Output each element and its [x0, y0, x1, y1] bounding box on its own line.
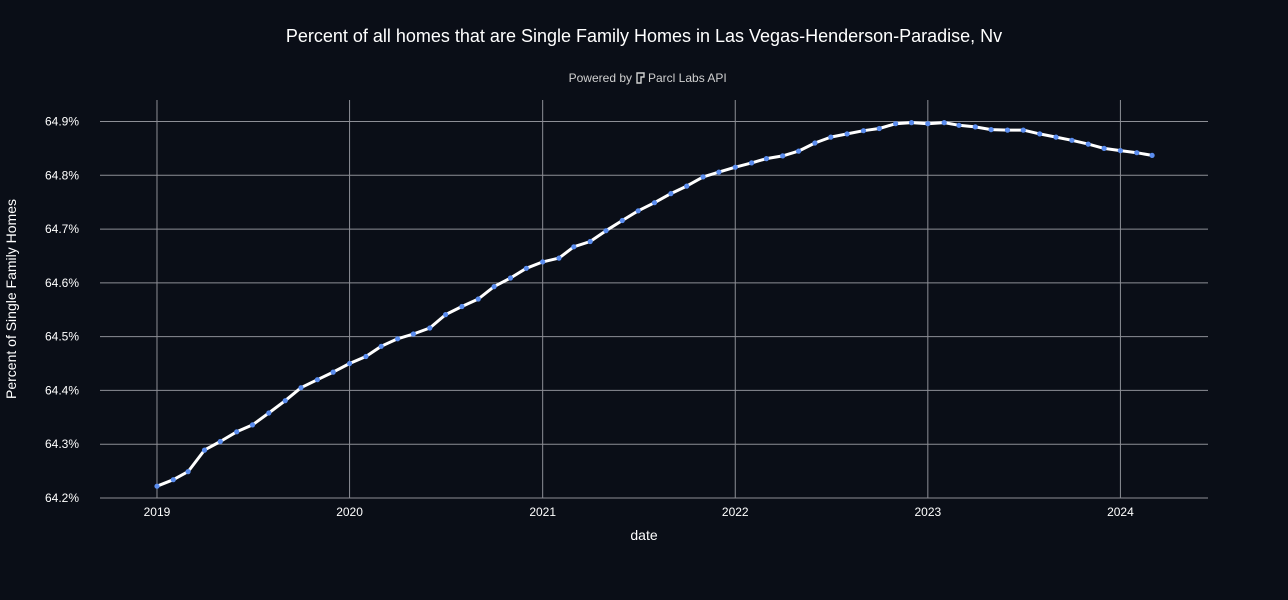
data-point[interactable]	[860, 128, 867, 134]
data-point[interactable]	[1134, 150, 1140, 156]
data-point[interactable]	[668, 191, 674, 197]
y-tick-label: 64.4%	[45, 383, 79, 397]
data-point[interactable]	[282, 398, 288, 404]
data-point[interactable]	[475, 296, 481, 302]
data-point[interactable]	[556, 255, 562, 261]
data-point[interactable]	[491, 284, 497, 290]
data-point[interactable]	[314, 377, 320, 383]
data-point[interactable]	[185, 469, 191, 475]
data-point[interactable]	[651, 200, 658, 206]
data-point[interactable]	[1101, 145, 1107, 151]
data-point[interactable]	[1037, 131, 1043, 137]
data-point[interactable]	[234, 429, 240, 435]
data-point[interactable]	[1085, 141, 1091, 147]
x-tick-label: 2022	[722, 505, 749, 519]
data-point[interactable]	[507, 275, 514, 281]
data-point[interactable]	[828, 134, 834, 140]
data-point[interactable]	[1004, 127, 1011, 133]
data-point[interactable]	[266, 410, 272, 416]
data-point[interactable]	[844, 131, 850, 137]
x-tick-label: 2023	[914, 505, 941, 519]
data-point[interactable]	[893, 121, 899, 127]
data-point[interactable]	[908, 120, 915, 126]
x-axis-label: date	[630, 527, 657, 543]
y-axis-label: Percent of Single Family Homes	[3, 199, 19, 399]
data-point[interactable]	[635, 208, 641, 214]
data-point[interactable]	[956, 122, 962, 128]
data-point[interactable]	[1020, 127, 1026, 133]
data-point[interactable]	[716, 169, 722, 175]
parcl-logo-icon	[636, 72, 645, 84]
data-point[interactable]	[201, 447, 208, 453]
data-point[interactable]	[330, 369, 336, 375]
data-point[interactable]	[443, 312, 449, 318]
chart-title: Percent of all homes that are Single Fam…	[286, 26, 1002, 46]
y-tick-label: 64.3%	[45, 437, 79, 451]
data-point[interactable]	[217, 438, 223, 445]
x-tick-label: 2021	[529, 505, 556, 519]
y-tick-label: 64.9%	[45, 115, 79, 129]
data-point[interactable]	[603, 228, 609, 234]
data-point[interactable]	[619, 217, 625, 224]
data-point[interactable]	[812, 140, 818, 146]
powered-by-label: Powered by	[569, 71, 632, 85]
series-layer	[154, 120, 1155, 489]
data-point[interactable]	[684, 183, 690, 189]
data-point[interactable]	[170, 477, 176, 483]
y-tick-label: 64.2%	[45, 491, 79, 505]
data-point[interactable]	[298, 385, 304, 391]
data-point[interactable]	[410, 331, 416, 337]
data-point[interactable]	[1069, 137, 1075, 143]
data-point[interactable]	[571, 244, 577, 250]
data-point[interactable]	[925, 121, 931, 127]
data-point[interactable]	[587, 238, 593, 245]
data-point[interactable]	[395, 336, 401, 342]
y-tick-label: 64.6%	[45, 276, 79, 290]
powered-by-subtitle: Powered by Parcl Labs API	[569, 71, 727, 85]
x-tick-label: 2024	[1107, 505, 1134, 519]
y-tick-label: 64.5%	[45, 330, 79, 344]
data-point[interactable]	[749, 160, 755, 166]
data-point[interactable]	[427, 325, 433, 331]
data-point[interactable]	[876, 125, 882, 132]
y-tick-label: 64.7%	[45, 222, 79, 236]
data-point[interactable]	[763, 156, 770, 162]
data-point[interactable]	[972, 124, 978, 130]
data-point[interactable]	[1053, 134, 1059, 140]
data-point[interactable]	[347, 360, 353, 367]
data-point[interactable]	[1117, 148, 1123, 154]
data-point[interactable]	[941, 120, 947, 126]
data-point[interactable]	[700, 174, 706, 180]
x-tick-label: 2020	[336, 505, 363, 519]
data-point[interactable]	[378, 343, 384, 349]
data-point[interactable]	[796, 148, 802, 154]
data-point[interactable]	[363, 353, 369, 360]
y-tick-label: 64.8%	[45, 168, 79, 182]
tick-layer: 64.2% 64.3% 64.4% 64.5% 64.6% 64.7% 64.8% 64.9%…	[45, 115, 1134, 519]
data-point[interactable]	[154, 483, 160, 489]
parcl-labs-brand: Parcl Labs API	[648, 71, 727, 85]
data-point[interactable]	[988, 127, 994, 133]
x-tick-label: 2019	[144, 505, 171, 519]
data-point[interactable]	[249, 422, 256, 428]
data-point[interactable]	[780, 153, 786, 159]
data-point[interactable]	[459, 303, 465, 310]
data-point[interactable]	[732, 164, 738, 170]
data-point[interactable]	[540, 259, 546, 265]
data-point[interactable]	[523, 265, 529, 271]
data-point[interactable]	[1149, 152, 1155, 158]
